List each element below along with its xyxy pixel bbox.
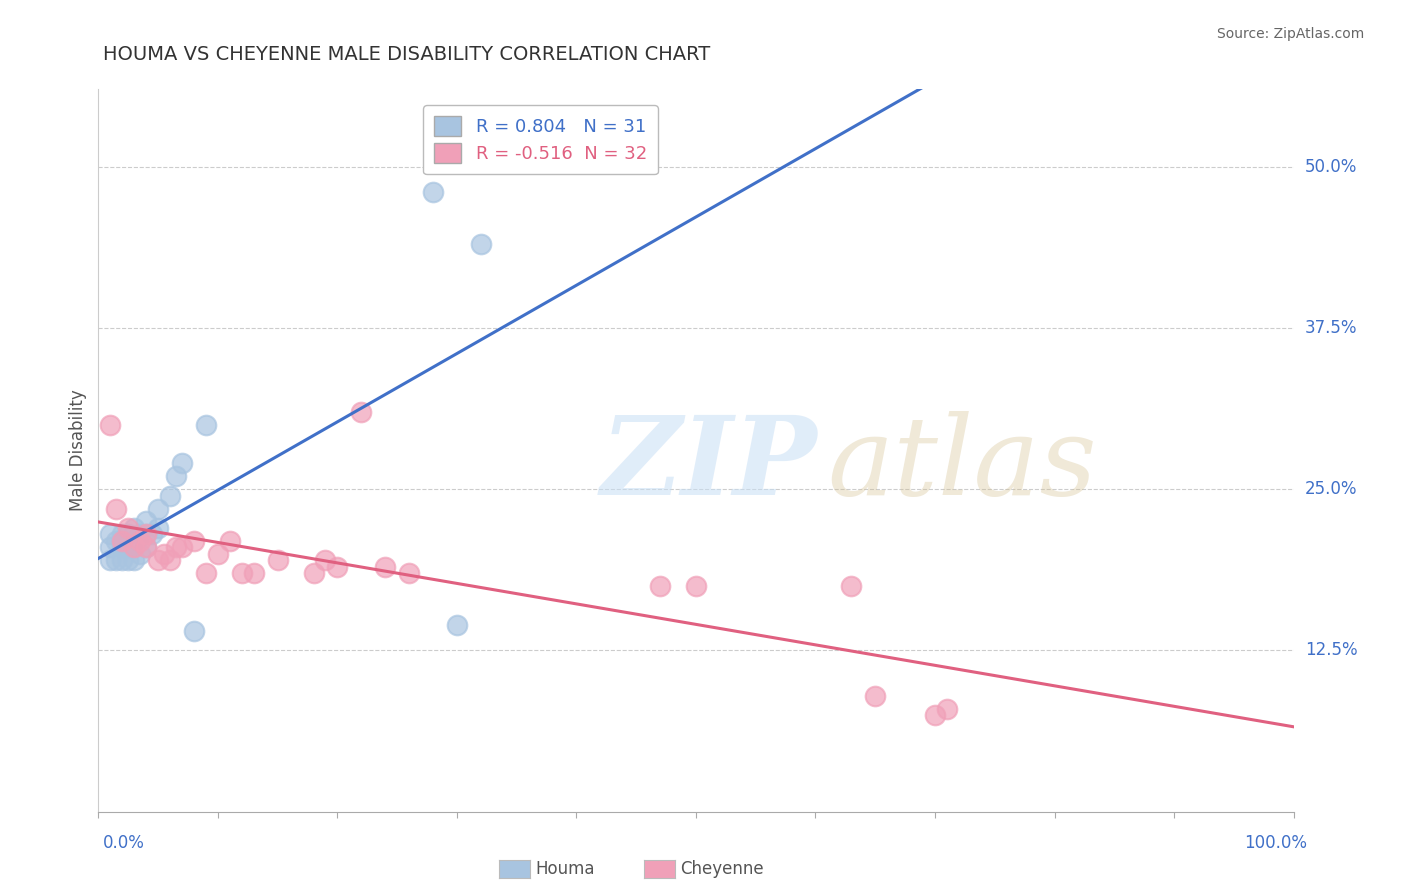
Text: ZIP: ZIP [600,411,817,518]
Point [141,527,163,541]
Point [135,527,157,541]
Point [183,624,205,639]
Point [117,553,139,567]
Point [148,501,170,516]
Point [267,553,290,567]
Point [129,527,152,541]
Text: 37.5%: 37.5% [1305,318,1357,337]
Point [302,566,325,580]
Point [105,533,128,548]
Point [135,540,157,554]
Point [422,186,444,200]
Point [231,566,253,580]
Point [470,237,492,252]
Point [111,533,134,548]
Point [326,559,349,574]
Point [183,533,205,548]
Text: 25.0%: 25.0% [1305,480,1357,498]
Point [159,489,181,503]
Point [124,540,146,554]
Point [219,533,242,548]
Point [446,617,468,632]
Point [685,579,707,593]
Point [111,553,134,567]
Point [841,579,863,593]
Point [159,553,181,567]
Point [129,547,152,561]
Point [172,540,194,554]
Point [98,540,122,554]
Text: Houma: Houma [536,860,595,878]
Point [135,527,157,541]
Y-axis label: Male Disability: Male Disability [69,390,87,511]
Point [148,521,170,535]
Point [374,559,396,574]
Point [98,553,122,567]
Legend: R = 0.804   N = 31, R = -0.516  N = 32: R = 0.804 N = 31, R = -0.516 N = 32 [423,105,658,174]
Text: HOUMA VS CHEYENNE MALE DISABILITY CORRELATION CHART: HOUMA VS CHEYENNE MALE DISABILITY CORREL… [103,45,710,63]
Text: Cheyenne: Cheyenne [681,860,763,878]
Point [165,540,187,554]
Point [124,553,146,567]
Point [207,547,229,561]
Point [315,553,337,567]
Text: 12.5%: 12.5% [1305,641,1357,659]
Point [153,547,176,561]
Point [111,533,134,548]
Point [117,540,139,554]
Point [195,417,218,432]
Point [117,527,139,541]
Point [98,527,122,541]
Point [105,553,128,567]
Point [936,701,959,715]
Text: 100.0%: 100.0% [1244,834,1308,852]
Point [648,579,672,593]
Point [148,553,170,567]
Point [350,405,373,419]
Point [398,566,420,580]
Point [111,540,134,554]
Point [135,515,157,529]
Point [117,521,139,535]
Text: 50.0%: 50.0% [1305,158,1357,176]
Point [129,533,152,548]
Point [165,469,187,483]
Point [924,708,946,723]
Point [243,566,266,580]
Text: 0.0%: 0.0% [103,834,145,852]
Point [195,566,218,580]
Point [124,533,146,548]
Point [105,501,128,516]
Point [111,527,134,541]
Point [98,417,122,432]
Point [135,540,157,554]
Point [172,456,194,470]
Text: atlas: atlas [827,411,1097,518]
Point [865,689,887,703]
Point [124,521,146,535]
Text: Source: ZipAtlas.com: Source: ZipAtlas.com [1216,27,1364,41]
